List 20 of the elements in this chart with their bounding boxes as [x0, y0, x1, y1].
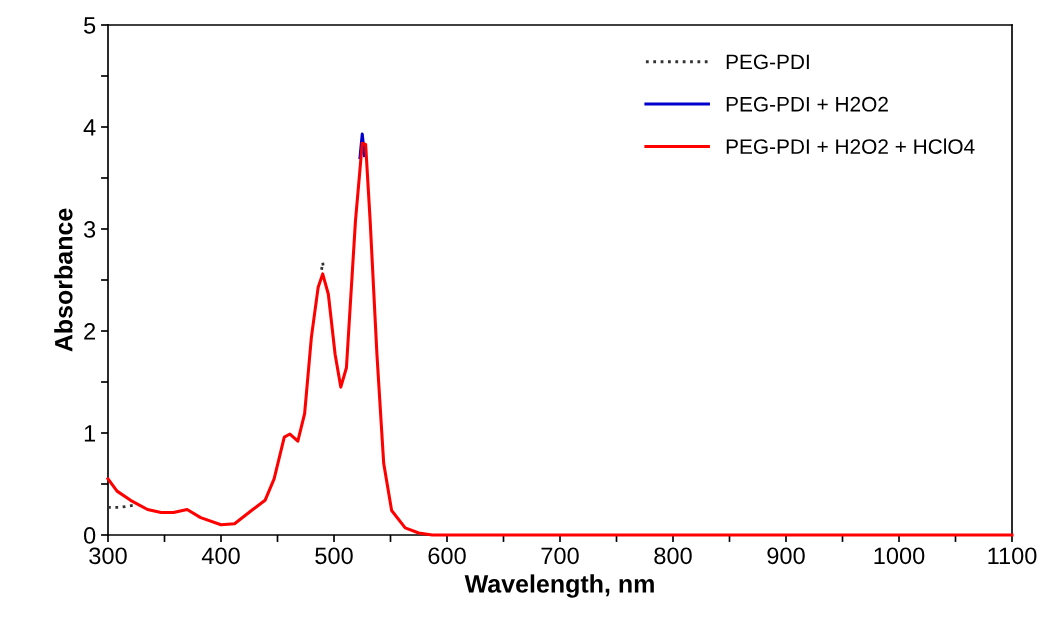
x-tick-label: 400: [201, 547, 240, 565]
legend-label: PEG-PDI + H2O2: [726, 96, 888, 112]
x-tick-label: 600: [428, 547, 466, 565]
x-tick-label: 800: [654, 547, 692, 565]
y-tick-label: 1: [84, 425, 96, 442]
x-tick-label: 500: [315, 547, 353, 565]
y-tick-label: 0: [83, 527, 96, 544]
y-tick-label: 5: [84, 17, 96, 34]
x-axis-title: Wavelength, nm: [464, 574, 654, 598]
x-tick-label: 700: [541, 547, 579, 565]
legend-label: PEG-PDI: [726, 54, 809, 70]
x-tick-label: 900: [767, 547, 805, 565]
y-tick-label: 4: [83, 119, 96, 136]
x-tick-label: 1100: [988, 547, 1037, 565]
y-axis-title: Absorbance: [54, 208, 73, 352]
y-tick-label: 3: [83, 221, 96, 238]
y-tick-label: 2: [84, 323, 96, 340]
x-tick-label: 300: [89, 547, 127, 565]
x-tick-label: 1000: [874, 547, 925, 565]
legend-label: PEG-PDI + H2O2 + HClO4: [726, 138, 975, 154]
